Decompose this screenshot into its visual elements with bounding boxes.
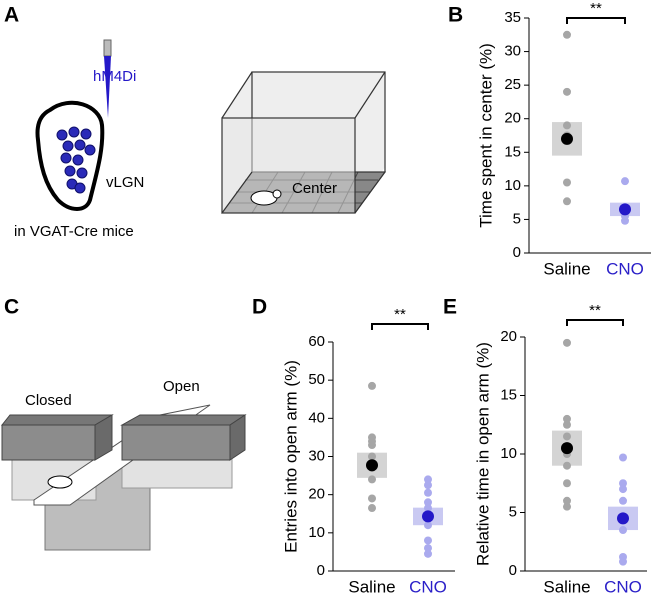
y-tick-label: 60 (308, 333, 325, 350)
data-point (424, 475, 432, 484)
y-tick-label: 40 (308, 409, 325, 426)
data-point (563, 87, 571, 96)
chart: 0 10 20 30 40 50 60 Entries into open arm (%) Sa… (281, 306, 455, 596)
zone-label: Center (292, 180, 337, 197)
y-axis-label: Entries into open arm (%) (281, 360, 300, 553)
y-tick-label: 50 (308, 371, 325, 388)
data-point (619, 526, 627, 535)
mean-point (619, 203, 631, 216)
significance-bracket (371, 323, 429, 330)
data-point (563, 197, 571, 206)
panel-label: D (252, 296, 267, 319)
y-tick-label: 15 (504, 143, 521, 160)
mouse-line-label: in VGAT-Cre mice (14, 223, 134, 240)
y-axis-label: Relative time in open arm (%) (473, 342, 492, 566)
data-point (563, 121, 571, 130)
data-point (563, 461, 571, 470)
data-point (563, 414, 571, 423)
data-point (368, 494, 376, 503)
panel-label: A (4, 4, 19, 27)
data-point (563, 432, 571, 441)
data-point (619, 453, 627, 462)
data-point (563, 420, 571, 429)
data-point (619, 485, 627, 494)
data-point (621, 177, 629, 186)
x-tick-label: CNO (606, 259, 644, 278)
data-point (424, 504, 432, 513)
y-tick-label: 10 (308, 524, 325, 541)
panel-label: B (448, 4, 463, 27)
data-point (368, 441, 376, 450)
significance-label: ** (394, 306, 406, 323)
y-tick-label: 5 (509, 503, 517, 520)
closed-arm-label: Closed (25, 392, 72, 409)
open-arm-label: Open (163, 378, 200, 395)
mean-point (617, 512, 629, 525)
data-point (563, 338, 571, 347)
y-tick-label: 0 (513, 244, 521, 261)
data-point (424, 481, 432, 490)
significance-label: ** (589, 302, 601, 319)
region-label: vLGN (106, 174, 144, 191)
data-point (368, 504, 376, 513)
data-point (424, 536, 432, 545)
mean-point (366, 459, 378, 472)
y-tick-label: 5 (513, 210, 521, 227)
mean-point (561, 132, 573, 145)
data-point (424, 549, 432, 558)
data-point (619, 496, 627, 505)
data-point (563, 178, 571, 187)
panel-label: E (443, 296, 457, 319)
data-point (563, 30, 571, 39)
y-tick-label: 20 (308, 486, 325, 503)
data-point (424, 521, 432, 530)
panel-c-drawing: Closed Open (0, 378, 247, 551)
y-tick-label: 35 (504, 9, 521, 26)
data-point (368, 452, 376, 461)
data-point (563, 496, 571, 505)
significance-bracket (566, 319, 624, 326)
y-tick-label: 15 (500, 386, 517, 403)
data-point (563, 502, 571, 511)
data-point (368, 475, 376, 484)
y-tick-label: 10 (504, 177, 521, 194)
data-point (619, 479, 627, 488)
data-point (619, 557, 627, 566)
chart: 0 5 10 15 20 25 30 35 Time spent in center (%) Sa… (476, 0, 651, 278)
x-tick-label: Saline (543, 259, 590, 278)
x-tick-label: CNO (409, 577, 447, 596)
y-axis-label: Time spent in center (%) (476, 43, 495, 228)
data-point (368, 381, 376, 390)
data-point (621, 216, 629, 225)
y-tick-label: 10 (500, 445, 517, 462)
data-point (424, 544, 432, 553)
y-tick-label: 20 (504, 110, 521, 127)
y-tick-label: 30 (308, 447, 325, 464)
significance-bracket (566, 17, 626, 24)
panel-a-drawing: Center hM4Di vLGN in VGAT-Cre mice (14, 39, 386, 240)
y-tick-label: 25 (504, 76, 521, 93)
y-tick-label: 0 (317, 562, 325, 579)
data-point (424, 488, 432, 497)
significance-label: ** (590, 0, 602, 17)
y-tick-label: 0 (509, 562, 517, 579)
mean-point (561, 442, 573, 455)
injection-label: hM4Di (93, 68, 136, 85)
data-point (424, 498, 432, 507)
x-tick-label: Saline (348, 577, 395, 596)
data-point (563, 479, 571, 488)
chart: 0 5 10 15 20 Relative time in open arm (%) Sal… (473, 302, 647, 596)
x-tick-label: Saline (543, 577, 590, 596)
y-tick-label: 30 (504, 43, 521, 60)
mean-point (422, 510, 434, 523)
y-tick-label: 20 (500, 328, 517, 345)
panel-label: C (4, 296, 19, 319)
x-tick-label: CNO (604, 577, 642, 596)
